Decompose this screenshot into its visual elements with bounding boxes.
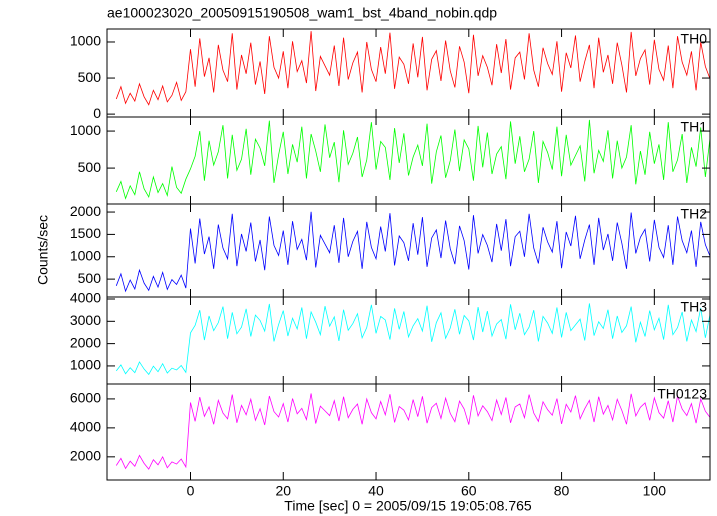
band-label: TH1 (681, 119, 708, 135)
y-tick-label: 1000 (70, 357, 101, 373)
y-tick-label: 1000 (70, 247, 101, 263)
x-tick-label: 100 (643, 483, 667, 499)
panel-frame (106, 116, 711, 205)
y-tick-label: 0 (93, 105, 101, 121)
y-tick-label: 2000 (70, 203, 101, 219)
x-axis-label: Time [sec] 0 = 2005/09/15 19:05:08.765 (284, 498, 532, 514)
light-curve (115, 31, 711, 106)
panel-frame (106, 203, 711, 298)
band-label: TH3 (681, 299, 708, 315)
band-label: TH2 (681, 206, 708, 222)
x-tick-label: 20 (275, 483, 291, 499)
y-tick-label: 1500 (70, 225, 101, 241)
light-curve (115, 119, 711, 200)
y-tick-label: 500 (78, 270, 102, 286)
x-tick-label: 60 (461, 483, 477, 499)
y-tick-label: 4000 (70, 419, 101, 435)
panel-frame (106, 28, 711, 118)
y-axis-label: Counts/sec (35, 215, 51, 285)
y-tick-label: 500 (78, 159, 102, 175)
y-tick-label: 2000 (70, 334, 101, 350)
panel-frame (106, 383, 711, 481)
light-curve (115, 393, 711, 470)
y-tick-label: 6000 (70, 390, 101, 406)
light-curve (115, 211, 711, 293)
y-tick-label: 1000 (70, 122, 101, 138)
y-tick-label: 1000 (70, 33, 101, 49)
figure-title: ae100023020_20050915190508_wam1_bst_4ban… (107, 5, 497, 21)
x-tick-label: 0 (187, 483, 195, 499)
x-tick-label: 40 (368, 483, 384, 499)
band-label: TH0123 (657, 386, 707, 402)
x-tick-label: 80 (554, 483, 570, 499)
light-curve (115, 303, 711, 376)
y-tick-label: 4000 (70, 290, 101, 306)
y-tick-label: 500 (78, 69, 102, 85)
y-tick-label: 2000 (70, 448, 101, 464)
panel-frame (106, 296, 711, 385)
y-tick-label: 3000 (70, 312, 101, 328)
band-label: TH0 (681, 31, 708, 47)
